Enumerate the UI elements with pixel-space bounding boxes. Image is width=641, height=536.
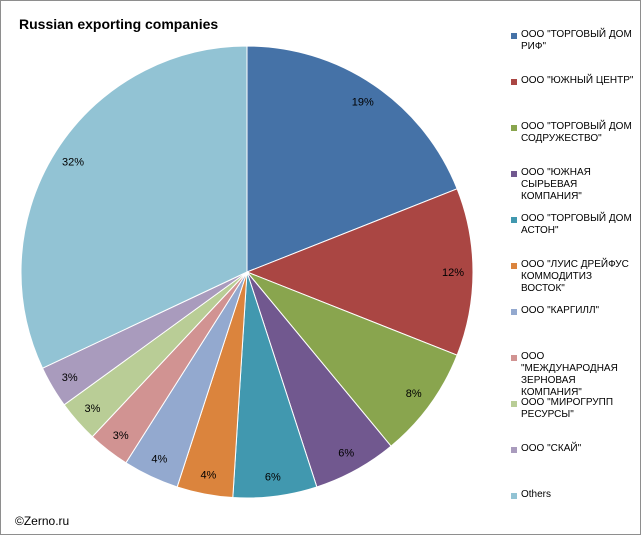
slice-label-1: 19% xyxy=(352,97,374,109)
legend-swatch xyxy=(511,33,517,39)
slice-label-5: 6% xyxy=(265,471,281,483)
pie-slice-1 xyxy=(246,45,458,273)
legend-swatch xyxy=(511,217,517,223)
legend-item-11: Others xyxy=(511,489,637,501)
legend-swatch xyxy=(511,171,517,177)
slice-label-6: 4% xyxy=(200,469,216,481)
slice-label-2: 12% xyxy=(442,267,464,279)
slice-label-7: 4% xyxy=(151,453,167,465)
legend-swatch xyxy=(511,401,517,407)
legend-label: ООО "ЛУИС ДРЕЙФУС КОММОДИТИЗ ВОСТОК" xyxy=(521,259,629,294)
legend-swatch xyxy=(511,447,517,453)
legend-label: ООО "СКАЙ" xyxy=(521,443,582,454)
legend-item-3: ООО "ТОРГОВЫЙ ДОМ СОДРУЖЕСТВО" xyxy=(511,121,637,145)
legend-item-8: ООО "МЕЖДУНАРОДНАЯ ЗЕРНОВАЯ КОМПАНИЯ" xyxy=(511,351,637,399)
legend-label: ООО "ЮЖНЫЙ ЦЕНТР" xyxy=(521,75,634,86)
legend-label: ООО "ТОРГОВЫЙ ДОМ РИФ" xyxy=(521,29,632,52)
legend-item-10: ООО "СКАЙ" xyxy=(511,443,637,455)
pie-slice-3 xyxy=(246,271,458,447)
slice-label-4: 6% xyxy=(338,448,354,460)
legend-item-4: ООО "ЮЖНАЯ СЫРЬЕВАЯ КОМПАНИЯ" xyxy=(511,167,637,203)
source-credit: ©Zerno.ru xyxy=(15,514,70,528)
legend-item-9: ООО "МИРОГРУПП РЕСУРСЫ" xyxy=(511,397,637,421)
legend-item-2: ООО "ЮЖНЫЙ ЦЕНТР" xyxy=(511,75,637,87)
legend-item-7: ООО "КАРГИЛЛ" xyxy=(511,305,637,317)
legend-label: ООО "ТОРГОВЫЙ ДОМ АСТОН" xyxy=(521,213,632,236)
pie-slice-2 xyxy=(245,188,474,356)
slice-label-10: 3% xyxy=(62,372,78,384)
legend-label: ООО "МЕЖДУНАРОДНАЯ ЗЕРНОВАЯ КОМПАНИЯ" xyxy=(521,351,618,398)
slice-label-8: 3% xyxy=(113,430,129,442)
legend-swatch xyxy=(511,125,517,131)
legend-swatch xyxy=(511,79,517,85)
chart-title: Russian exporting companies xyxy=(19,16,219,32)
legend-swatch xyxy=(511,355,517,361)
legend-item-6: ООО "ЛУИС ДРЕЙФУС КОММОДИТИЗ ВОСТОК" xyxy=(511,259,637,295)
legend-label: ООО "ЮЖНАЯ СЫРЬЕВАЯ КОМПАНИЯ" xyxy=(521,167,591,202)
pie-slice-11 xyxy=(20,45,248,369)
legend-item-1: ООО "ТОРГОВЫЙ ДОМ РИФ" xyxy=(511,29,637,53)
slice-label-9: 3% xyxy=(85,403,101,415)
legend-swatch xyxy=(511,493,517,499)
legend-label: ООО "ТОРГОВЫЙ ДОМ СОДРУЖЕСТВО" xyxy=(521,121,632,144)
pie-chart: 19% 12% 8% 6% 6% 4% 4% 3% 3% 3% 32% xyxy=(20,45,474,499)
legend-label: Others xyxy=(521,489,552,500)
legend-label: ООО "МИРОГРУПП РЕСУРСЫ" xyxy=(521,397,614,420)
legend-item-5: ООО "ТОРГОВЫЙ ДОМ АСТОН" xyxy=(511,213,637,237)
legend: ООО "ТОРГОВЫЙ ДОМ РИФ" ООО "ЮЖНЫЙ ЦЕНТР" О… xyxy=(511,1,639,521)
slice-label-3: 8% xyxy=(406,388,422,400)
slice-label-11: 32% xyxy=(62,157,84,169)
legend-swatch xyxy=(511,309,517,315)
legend-swatch xyxy=(511,263,517,269)
legend-label: ООО "КАРГИЛЛ" xyxy=(521,305,600,316)
